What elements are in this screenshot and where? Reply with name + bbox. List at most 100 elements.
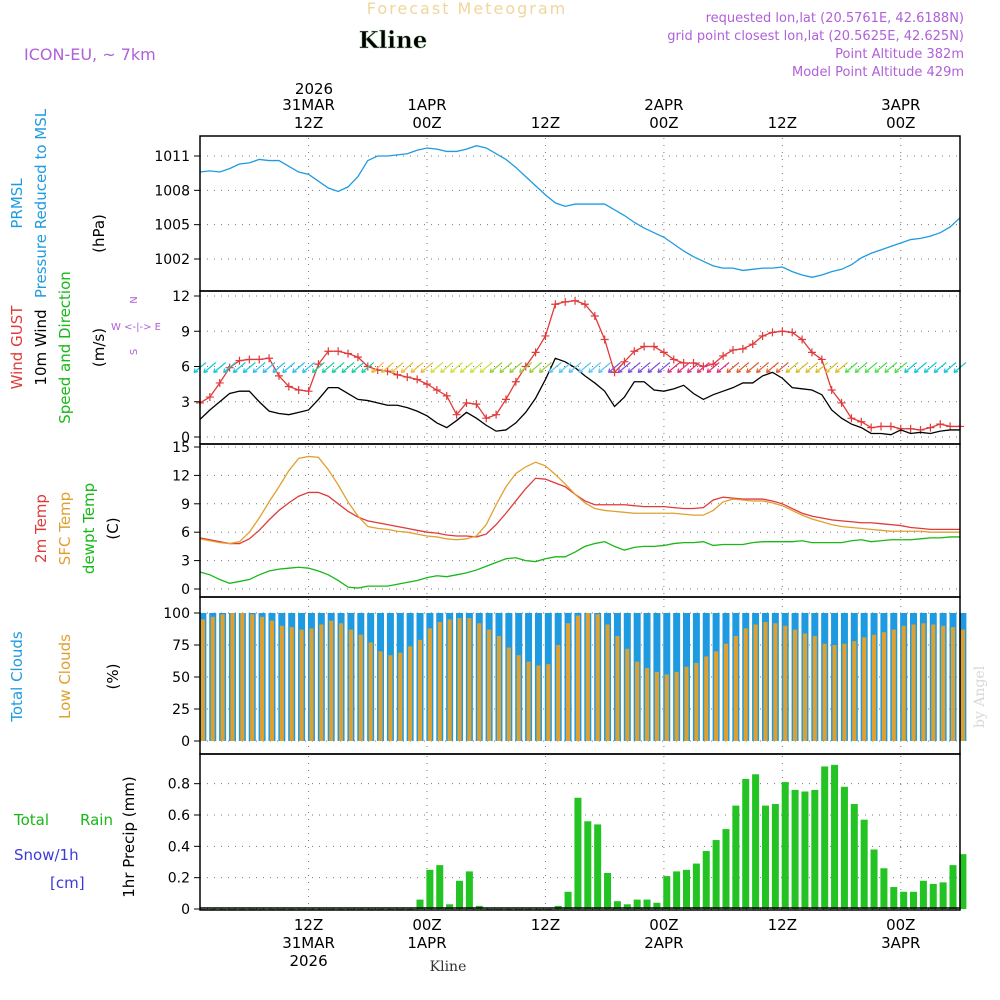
gust-marker: [689, 358, 698, 367]
clouds-bar-low-clouds: [477, 623, 482, 741]
top-time-label: 31MAR: [282, 96, 335, 114]
precip-bar-total-rain: [939, 882, 947, 909]
model-name: ICON-EU, ~ 7km: [24, 45, 156, 64]
precip-bar-total-rain: [801, 791, 809, 909]
clouds-bar-low-clouds: [852, 641, 857, 741]
precip-bar-total-rain: [850, 804, 858, 909]
precip-bar-total-rain: [436, 865, 444, 909]
clouds-bar-low-clouds: [753, 624, 758, 741]
wind-direction-arrow: [400, 362, 414, 374]
precip-bar-total-rain: [761, 805, 769, 909]
precip-unit: 1hr Precip (mm): [120, 776, 138, 897]
pressure-label-long: Pressure Reduced to MSL: [32, 108, 50, 298]
location-title: Kline: [359, 27, 428, 54]
precip-bar-total-rain: [752, 774, 760, 909]
y-tick-label: 6: [181, 525, 190, 541]
gust-marker: [669, 355, 678, 364]
clouds-bar-low-clouds: [644, 668, 650, 741]
precip-bar-total-rain: [870, 849, 878, 909]
bottom-time-label: 12Z: [531, 916, 560, 934]
wind-direction-arrow: [637, 362, 651, 374]
clouds-bar-low-clouds: [417, 639, 423, 741]
y-tick-label: 3: [181, 554, 190, 570]
temperature-line-2m-temp: [199, 477, 960, 545]
bottom-time-label: 12Z: [768, 916, 797, 934]
wind-direction-arrow: [627, 362, 641, 374]
clouds-bar-low-clouds: [911, 624, 916, 741]
precip-bar-total-rain: [771, 804, 779, 909]
compass-south: S: [129, 349, 140, 355]
top-time-label: 00Z: [886, 114, 915, 132]
gust-marker: [403, 373, 412, 382]
y-tick-label: 12: [172, 289, 190, 305]
y-tick-label: 1002: [154, 252, 190, 268]
gust-marker: [580, 300, 589, 309]
temperature-line-sfc-temp: [199, 455, 960, 545]
wind-direction-arrow: [331, 362, 345, 374]
top-time-label: 1APR: [407, 96, 446, 114]
precip-bar-total-rain: [465, 871, 473, 909]
wind-line-wind-gust: [199, 300, 960, 431]
gust-marker: [482, 414, 491, 423]
clouds-bar-low-clouds: [210, 616, 215, 741]
y-tick-label: 25: [172, 702, 190, 718]
wind-direction-arrow: [213, 362, 227, 374]
y-tick-label: 0: [181, 734, 190, 750]
wind-direction-arrow: [311, 362, 325, 374]
bottom-time-label: 12Z: [294, 916, 323, 934]
wind-direction-arrow: [686, 362, 700, 374]
clouds-bar-low-clouds: [941, 625, 946, 741]
precip-label-rain: Rain: [80, 811, 113, 829]
gust-marker: [541, 331, 550, 340]
top-time-label: 12Z: [294, 114, 323, 132]
wind-direction-arrow: [588, 362, 602, 374]
gust-marker: [659, 348, 668, 357]
precip-label-snow: Snow/1h: [14, 846, 79, 864]
wind-direction-arrow: [617, 362, 631, 374]
y-tick-label: 0: [181, 902, 190, 918]
clouds-bar-low-clouds: [733, 636, 738, 741]
y-tick-label: 0.6: [168, 808, 190, 824]
clouds-bar-low-clouds: [684, 666, 689, 741]
gust-marker: [561, 297, 570, 306]
gust-marker: [205, 393, 214, 402]
precip-bar-total-rain: [416, 899, 424, 909]
gust-marker: [265, 354, 274, 363]
clouds-bar-low-clouds: [793, 629, 798, 741]
wind-direction-arrow: [568, 362, 582, 374]
clouds-bar-low-clouds: [674, 671, 679, 741]
temp-label-0: 2m Temp: [32, 494, 50, 563]
wind-label-0: Wind GUST: [8, 305, 26, 390]
clouds-bar-low-clouds: [299, 629, 304, 741]
y-tick-label: 15: [172, 440, 190, 456]
precip-bar-total-rain: [692, 863, 700, 909]
temp-label-2: dewpt Temp: [80, 483, 98, 574]
wind-direction-arrow: [913, 362, 927, 374]
pressure-label-short: PRMSL: [8, 178, 26, 229]
bottom-time-label: 3APR: [881, 934, 920, 952]
clouds-bar-low-clouds: [615, 636, 620, 741]
clouds-bar-low-clouds: [783, 625, 788, 741]
gust-marker: [630, 347, 639, 356]
clouds-bar-low-clouds: [230, 613, 235, 741]
precip-bar-total-rain: [446, 904, 454, 909]
gust-marker: [255, 355, 264, 364]
wind-direction-arrow: [607, 362, 621, 374]
wind-direction-arrow: [726, 362, 740, 374]
clouds-bar-low-clouds: [891, 629, 896, 741]
y-tick-label: 0.4: [168, 839, 190, 855]
clouds-bar-low-clouds: [200, 619, 205, 741]
clouds-bar-low-clouds: [960, 629, 965, 741]
clouds-bar-low-clouds: [842, 643, 847, 741]
gust-marker: [650, 342, 659, 351]
clouds-bar-low-clouds: [546, 664, 551, 741]
wind-direction-arrow: [351, 362, 365, 374]
gust-marker: [906, 424, 915, 433]
precip-bar-total-rain: [683, 869, 691, 909]
clouds-bar-low-clouds: [822, 643, 827, 741]
clouds-bar-low-clouds: [240, 613, 245, 741]
gust-marker: [778, 327, 787, 336]
top-time-label: 00Z: [649, 114, 678, 132]
clouds-bar-low-clouds: [516, 655, 521, 741]
